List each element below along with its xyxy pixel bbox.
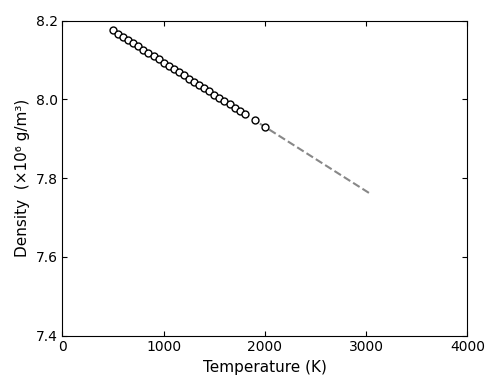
Point xyxy=(190,79,198,85)
Point xyxy=(134,43,142,50)
Point xyxy=(240,111,248,117)
X-axis label: Temperature (K): Temperature (K) xyxy=(203,360,327,375)
Point xyxy=(216,95,224,101)
Y-axis label: Density  (×10⁶ g/m³): Density (×10⁶ g/m³) xyxy=(15,99,30,257)
Point xyxy=(236,108,244,114)
Point xyxy=(144,50,152,56)
Point xyxy=(226,101,234,108)
Point xyxy=(195,82,203,88)
Point xyxy=(170,66,178,72)
Point xyxy=(150,53,158,59)
Point xyxy=(114,30,122,37)
Point xyxy=(200,85,208,91)
Point xyxy=(175,69,183,75)
Point xyxy=(230,105,238,111)
Point xyxy=(220,98,228,104)
Point xyxy=(165,63,173,69)
Point xyxy=(124,37,132,43)
Point xyxy=(154,56,162,62)
Point xyxy=(185,76,193,82)
Point xyxy=(206,89,214,95)
Point xyxy=(109,27,117,34)
Point xyxy=(119,34,127,40)
Point xyxy=(140,46,147,53)
Point xyxy=(251,117,259,124)
Point xyxy=(130,40,138,46)
Point xyxy=(180,72,188,78)
Point xyxy=(160,59,168,66)
Point xyxy=(210,92,218,98)
Point xyxy=(261,124,269,130)
